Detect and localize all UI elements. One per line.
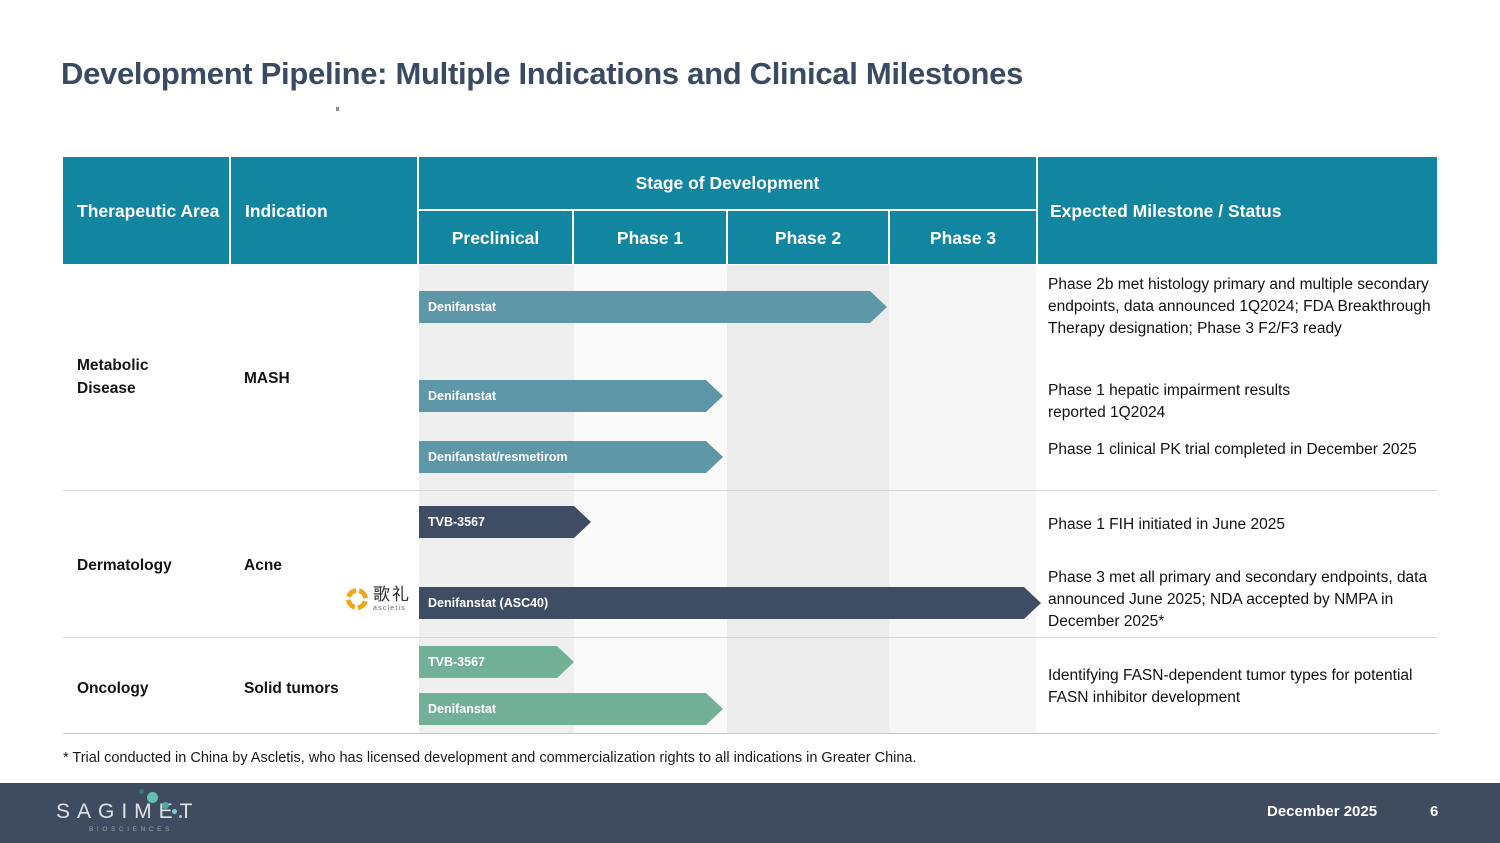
pipeline-bar-denifanstat-mash-phase2: Denifanstat (419, 291, 887, 323)
ascletis-ring-icon (346, 588, 368, 610)
indication-acne: Acne (244, 557, 282, 574)
column-stripe-phase-1 (574, 265, 727, 733)
pipeline-bar-tvb3567-oncology: TVB-3567 (419, 646, 574, 678)
logo-dot-icon (147, 792, 158, 803)
footnote: * Trial conducted in China by Ascletis, … (63, 750, 917, 766)
logo-dot-icon (172, 809, 177, 814)
footer-date: December 2025 (1267, 803, 1378, 820)
header-preclinical: Preclinical (419, 211, 572, 264)
pipeline-bar-tvb3567-acne: TVB-3567 (419, 506, 591, 538)
logo-dot-icon (139, 789, 144, 794)
header-stage-of-development: Stage of Development (419, 157, 1036, 209)
column-stripe-phase-2 (727, 265, 889, 733)
therapeutic-area-oncology: Oncology (77, 680, 149, 697)
header-phase-1: Phase 1 (574, 211, 726, 264)
indication-solid-tumors: Solid tumors (244, 680, 339, 697)
ascletis-latin-name: ascletis (373, 605, 406, 612)
pipeline-bar-denifanstat-resmetirom: Denifanstat/resmetirom (419, 441, 723, 473)
pipeline-bar-denifanstat-mash-phase1: Denifanstat (419, 380, 723, 412)
milestone-oncology-fasn: Identifying FASN-dependent tumor types f… (1048, 667, 1413, 706)
header-phase-3: Phase 3 (890, 211, 1036, 264)
header-phase-2: Phase 2 (728, 211, 888, 264)
header-indication: Indication (231, 157, 417, 264)
therapeutic-area-metabolic-disease: Metabolic Disease (77, 357, 149, 397)
row-divider (63, 490, 1437, 491)
logo-dot-icon (179, 815, 182, 818)
footer-bar: SAGIMET BIOSCIENCES December 2025 6 (0, 783, 1500, 843)
page-title: Development Pipeline: Multiple Indicatio… (61, 56, 1024, 91)
therapeutic-area-dermatology: Dermatology (77, 557, 172, 574)
pipeline-bar-denifanstat-oncology: Denifanstat (419, 693, 723, 725)
milestone-mash-hepatic: Phase 1 hepatic impairment results repor… (1048, 382, 1291, 421)
ascletis-chinese-name: 歌礼 (373, 585, 411, 604)
indication-mash: MASH (244, 370, 290, 387)
header-therapeutic-area: Therapeutic Area (63, 157, 229, 264)
pipeline-bar-denifanstat-asc40: Denifanstat (ASC40) (419, 587, 1041, 619)
header-expected-milestone: Expected Milestone / Status (1038, 157, 1437, 264)
sagimet-logo-subtext: BIOSCIENCES (89, 826, 174, 833)
milestone-acne-phase3: Phase 3 met all primary and secondary en… (1048, 569, 1428, 630)
title-dot (336, 107, 339, 111)
milestone-acne-fih: Phase 1 FIH initiated in June 2025 (1048, 516, 1285, 533)
footer-page-number: 6 (1430, 803, 1439, 820)
milestone-mash-pk-trial: Phase 1 clinical PK trial completed in D… (1048, 441, 1417, 458)
row-divider (63, 637, 1437, 638)
ascletis-logo: 歌礼 ascletis (346, 586, 411, 612)
milestone-mash-phase2b: Phase 2b met histology primary and multi… (1048, 276, 1431, 337)
table-bottom-border (63, 733, 1437, 734)
column-stripe-phase-3 (889, 265, 1036, 733)
logo-dot-icon (162, 802, 169, 809)
sagimet-logo: SAGIMET (56, 800, 200, 823)
